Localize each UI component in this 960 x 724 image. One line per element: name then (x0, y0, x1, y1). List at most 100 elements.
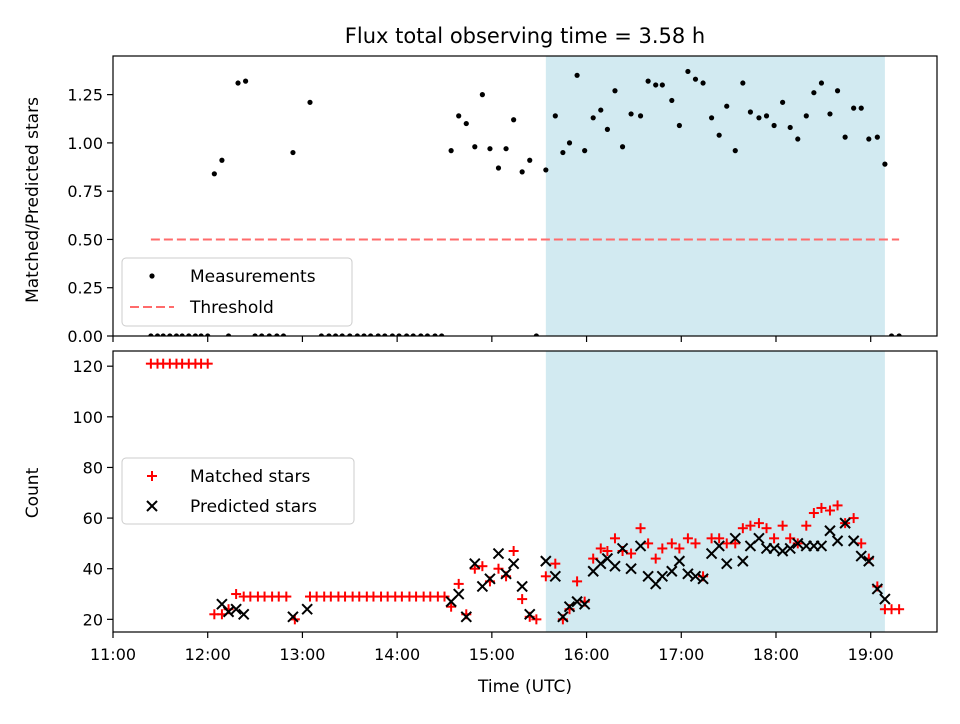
measurement-point (347, 333, 353, 336)
measurement-point (834, 88, 841, 94)
measurement-point (219, 157, 225, 163)
bottom-panel: 20 40 60 80 100 120 Count 11:00 12:00 13:00 14:00 1… (23, 350, 938, 664)
top-panel: 0.00 0.25 0.50 0.75 1.00 1.25 Matched/Predicte… (23, 55, 938, 346)
measurement-point (700, 80, 706, 86)
measurement-point (866, 136, 872, 142)
measurement-point (339, 333, 345, 336)
predicted-star-stroke-b (666, 565, 678, 577)
matched-star-marker (540, 571, 551, 582)
measurement-point (179, 333, 185, 336)
chart-title: Flux total observing time = 3.58 h (345, 24, 705, 48)
predicted-star-stroke-b (484, 573, 496, 585)
predicted-star-stroke-b (713, 540, 725, 552)
measurement-point (318, 333, 324, 336)
predicted-star-stroke-b (540, 555, 552, 567)
matched-star-marker (650, 553, 661, 564)
predicted-star-marker (737, 555, 749, 567)
measurement-point (543, 167, 549, 173)
legend-box (121, 257, 353, 327)
measurement-point (259, 333, 265, 336)
y-tick-label: 1.25 (67, 86, 103, 105)
measurement-point (463, 120, 469, 127)
predicted-star-marker (753, 532, 765, 545)
predicted-star-stroke-b (230, 603, 242, 615)
matched-star-marker (666, 538, 677, 549)
predicted-star-stroke-b (222, 606, 235, 618)
measurement-point (396, 333, 402, 336)
matched-star-marker (674, 543, 685, 554)
predicted-star-stroke-b (855, 550, 867, 562)
legend-measurement-marker (149, 273, 155, 279)
matched-star-marker (453, 578, 464, 589)
matched-star-marker (550, 558, 561, 569)
measurement-point (192, 333, 198, 336)
matched-star-marker (682, 533, 693, 544)
predicted-star-stroke-b (656, 570, 669, 583)
matched-star-marker (626, 548, 637, 559)
predicted-star-stroke-b (578, 598, 591, 610)
matched-star-marker (643, 538, 654, 549)
matched-star-marker (777, 520, 788, 531)
matched-star-marker (808, 508, 819, 519)
measurement-point (479, 92, 485, 98)
x-tick-label: 11:00 (90, 645, 136, 664)
predicted-star-marker (871, 583, 884, 595)
x-tick-label: 16:00 (564, 645, 610, 664)
matched-star-marker (508, 545, 519, 556)
predicted-star-marker (484, 573, 496, 585)
legend-predicted-label: Predicted stars (190, 497, 317, 517)
measurement-point (439, 333, 445, 336)
measurement-point (882, 161, 888, 167)
measurement-point (274, 333, 280, 336)
predicted-star-marker (666, 565, 678, 577)
measurement-point (242, 78, 249, 84)
predicted-star-marker (824, 525, 836, 537)
matched-star-marker (657, 543, 668, 554)
predicted-star-stroke-b (601, 552, 614, 565)
measurement-point (669, 97, 675, 104)
legend-predicted-marker-b (146, 500, 158, 512)
predicted-star-stroke-b (634, 540, 647, 552)
matched-star-marker (572, 576, 583, 587)
predicted-star-marker (768, 542, 780, 555)
predicted-star-marker (500, 568, 512, 580)
matched-star-marker (446, 601, 457, 612)
measurement-point (375, 333, 381, 336)
predicted-star-stroke-b (492, 547, 505, 560)
measurement-point (685, 68, 691, 75)
measurement-point (211, 171, 217, 177)
x-tick-label: 13:00 (279, 645, 325, 664)
predicted-star-stroke-b (831, 535, 844, 547)
measurement-point (811, 90, 817, 96)
predicted-star-stroke-b (563, 600, 576, 613)
measurement-point (205, 333, 211, 336)
measurement-point (740, 80, 746, 86)
measurement-point (818, 80, 825, 86)
predicted-star-stroke-b (768, 542, 780, 555)
predicted-star-marker (563, 600, 576, 613)
y-tick-label: 0.50 (67, 230, 103, 249)
predicted-star-marker (524, 608, 536, 620)
measurement-point (582, 148, 588, 154)
predicted-star-marker (839, 517, 851, 529)
predicted-star-marker (549, 570, 562, 583)
predicted-star-marker (792, 537, 804, 550)
measurement-point (552, 113, 558, 119)
predicted-star-stroke-b (452, 588, 465, 600)
x-axis-label: Time (UTC) (477, 677, 572, 697)
predicted-star-stroke-b (682, 568, 694, 580)
predicted-star-marker (557, 611, 569, 623)
matched-star-marker (824, 505, 835, 516)
x-tick-label: 19:00 (848, 645, 894, 664)
measurement-point (167, 333, 173, 336)
matched-star-marker (761, 523, 772, 534)
predicted-star-marker (784, 542, 796, 555)
matched-star-marker (439, 591, 450, 602)
predicted-star-stroke-b (863, 555, 875, 567)
measurement-point (154, 333, 161, 336)
predicted-star-marker (578, 598, 591, 610)
legend-matched-label: Matched stars (190, 467, 310, 487)
matched-star-marker (730, 538, 741, 549)
legend-box (121, 457, 355, 525)
measurement-point (235, 80, 241, 86)
